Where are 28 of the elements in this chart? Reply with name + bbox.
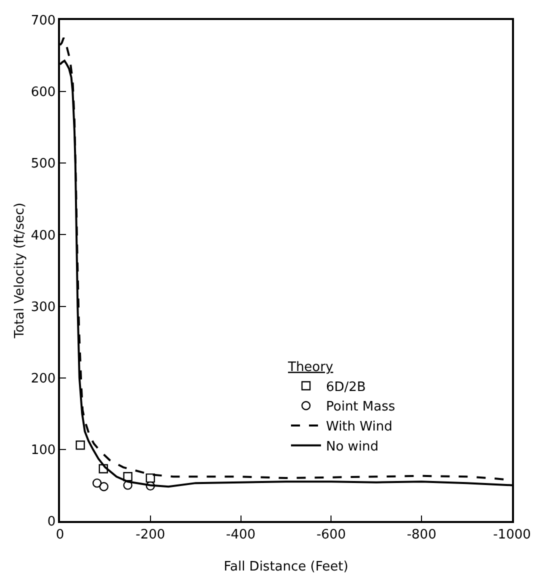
y-axis-title: Total Velocity (ft/sec): [12, 202, 28, 340]
legend-label: No wind: [326, 440, 379, 454]
y-tick-label: 600: [30, 85, 56, 100]
legend-label: Point Mass: [326, 400, 396, 415]
x-tick-label: -1000: [493, 527, 531, 542]
y-tick-label: 400: [30, 228, 56, 244]
point: [76, 440, 85, 450]
legend-label: 6D/2B: [326, 380, 366, 395]
y-tick-label: 0: [47, 514, 56, 530]
point: [99, 482, 108, 492]
legend-title: Theory: [287, 360, 334, 375]
point: [123, 472, 132, 482]
y-tick-label: 200: [30, 371, 56, 386]
x-tick-label: -600: [316, 527, 346, 542]
point: [123, 480, 132, 490]
point: [146, 481, 155, 491]
x-axis-title: Fall Distance (Feet): [224, 560, 348, 574]
point: [92, 478, 102, 488]
x-tick-label: -800: [406, 527, 436, 542]
point: [146, 473, 155, 483]
point: [98, 464, 108, 474]
x-tick-label: -400: [226, 527, 256, 542]
x-tick-label: -200: [136, 527, 166, 542]
y-tick-label: 700: [30, 14, 56, 29]
legend-label: With Wind: [326, 420, 392, 435]
y-tick-label: 500: [30, 156, 56, 172]
y-tick-label: 300: [30, 300, 56, 315]
y-tick-label: 100: [30, 442, 56, 458]
